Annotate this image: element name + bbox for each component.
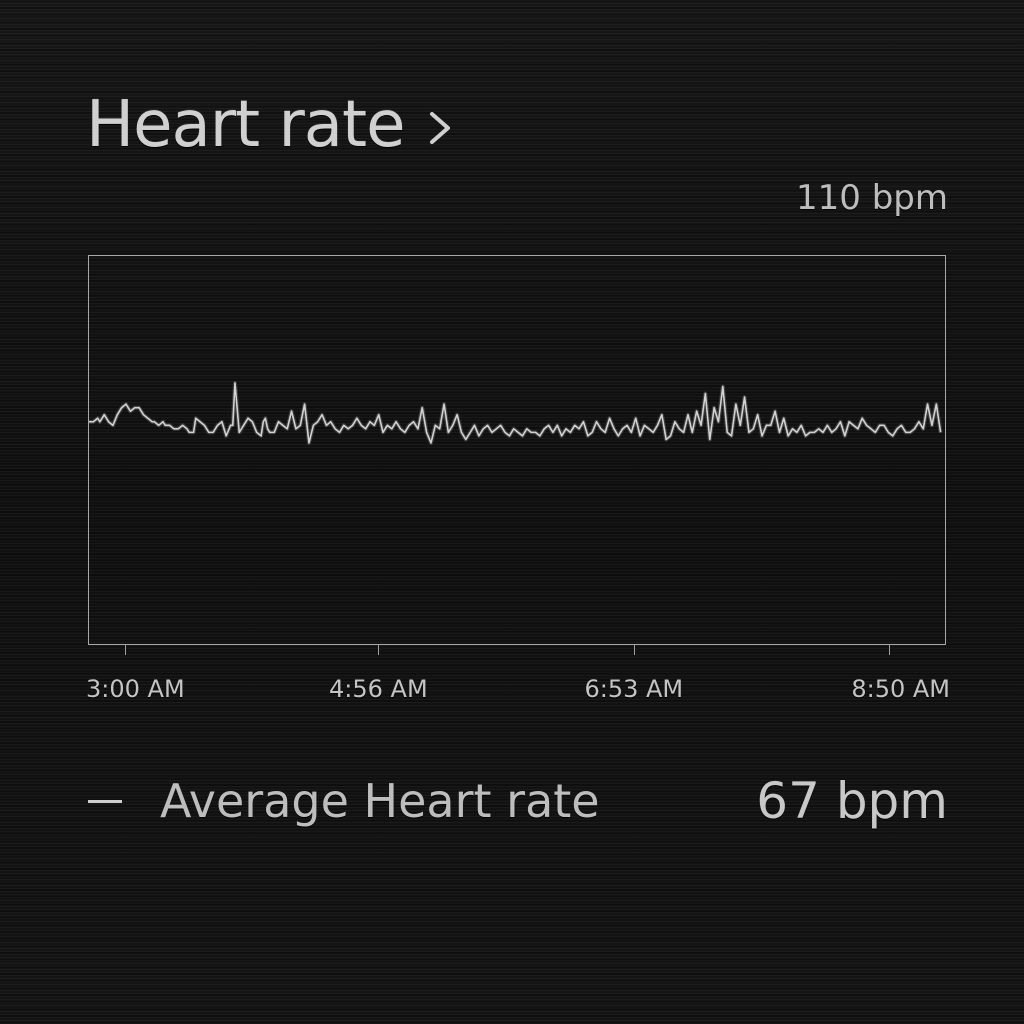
chart-max-label: 110 bpm <box>796 178 948 218</box>
legend-label: Average Heart rate <box>160 774 600 828</box>
chart-x-axis: 3:00 AM 4:56 AM 6:53 AM 8:50 AM <box>86 645 950 715</box>
x-axis-tick-label: 3:00 AM <box>86 675 185 703</box>
x-axis-tick <box>889 645 891 655</box>
x-axis-tick-label: 6:53 AM <box>584 675 684 703</box>
chart-legend: Average Heart rate 67 bpm <box>88 770 948 840</box>
heart-rate-header-link[interactable]: Heart rate <box>86 88 456 162</box>
x-axis-tick <box>125 645 127 655</box>
average-heart-rate-value: 67 bpm <box>756 772 948 830</box>
legend-line-icon <box>88 800 122 803</box>
page-title: Heart rate <box>86 88 405 162</box>
series-line-glow <box>89 380 943 445</box>
heart-rate-chart-svg <box>89 380 943 445</box>
heart-rate-series-line <box>89 382 942 444</box>
x-axis-tick <box>378 645 380 655</box>
chevron-right-icon <box>430 112 451 144</box>
x-axis-tick <box>633 645 635 655</box>
x-axis-tick-label: 4:56 AM <box>329 675 428 703</box>
x-axis-tick-label: 8:50 AM <box>851 675 950 703</box>
heart-rate-chart <box>88 255 946 645</box>
